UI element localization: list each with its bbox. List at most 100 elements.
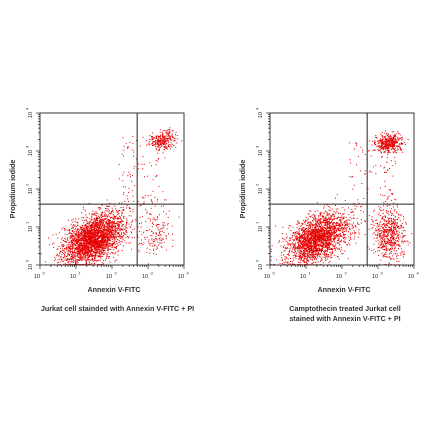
y-tick-label-group: 101: [25, 221, 35, 232]
data-point: [300, 236, 302, 238]
data-point: [93, 212, 95, 214]
data-point: [84, 242, 86, 244]
data-point: [106, 247, 108, 248]
data-point: [338, 236, 340, 238]
data-point: [77, 241, 79, 243]
data-point: [114, 223, 116, 225]
data-point: [107, 255, 108, 257]
data-point: [348, 231, 349, 233]
data-point: [86, 263, 87, 265]
data-point: [87, 236, 89, 238]
data-point: [151, 200, 152, 202]
data-point: [117, 223, 119, 225]
data-point: [303, 230, 305, 232]
data-point: [80, 247, 82, 249]
data-point: [127, 237, 129, 239]
data-point: [118, 235, 120, 237]
data-point: [65, 238, 67, 240]
data-point: [112, 217, 114, 219]
data-point: [120, 229, 122, 230]
data-point: [95, 228, 97, 229]
data-point: [105, 222, 107, 224]
data-point: [77, 251, 79, 253]
data-point: [164, 224, 166, 226]
data-point: [311, 233, 313, 235]
data-point: [162, 135, 164, 137]
data-point: [77, 239, 78, 241]
data-point: [333, 218, 335, 220]
data-point: [143, 203, 145, 205]
data-point: [338, 219, 340, 221]
data-point: [155, 147, 157, 149]
data-point: [110, 243, 112, 245]
data-point: [69, 247, 71, 249]
data-point: [122, 174, 124, 176]
data-point: [88, 246, 90, 248]
data-point: [77, 241, 79, 243]
data-point: [307, 225, 309, 226]
data-point: [290, 243, 291, 245]
data-point: [97, 212, 99, 214]
data-point: [152, 232, 154, 234]
data-point: [305, 238, 307, 240]
data-point: [133, 237, 135, 239]
data-point: [104, 238, 106, 240]
data-point: [270, 256, 272, 258]
data-point: [76, 249, 78, 251]
data-point: [155, 136, 157, 138]
data-point: [83, 228, 85, 230]
data-point: [320, 218, 322, 219]
data-point: [170, 145, 172, 147]
data-point: [111, 207, 113, 209]
data-point: [102, 242, 104, 244]
data-point: [128, 191, 129, 193]
data-point: [152, 137, 154, 139]
data-point: [292, 247, 294, 249]
data-point: [110, 232, 112, 233]
data-point: [101, 229, 103, 231]
data-point: [77, 229, 79, 231]
data-point: [315, 229, 317, 230]
data-point: [100, 222, 102, 224]
data-point: [60, 256, 62, 258]
data-point: [58, 255, 60, 257]
data-point: [115, 226, 117, 228]
data-point: [172, 136, 174, 138]
data-point: [87, 235, 88, 237]
data-point: [151, 143, 153, 145]
data-point: [166, 146, 168, 148]
data-point: [284, 259, 286, 261]
data-point: [112, 229, 114, 231]
data-point: [111, 229, 113, 231]
data-point: [319, 253, 321, 255]
data-point: [165, 235, 167, 237]
y-tick-label-group: 100: [25, 259, 35, 270]
data-point: [99, 207, 101, 208]
data-point: [82, 248, 84, 250]
data-point: [86, 233, 88, 235]
data-point: [142, 156, 144, 157]
data-point: [301, 251, 303, 253]
data-point: [302, 260, 304, 262]
data-point: [107, 225, 109, 227]
data-point: [319, 240, 321, 242]
data-point: [327, 255, 329, 257]
data-point: [283, 244, 285, 246]
data-point: [121, 214, 123, 216]
data-point: [319, 233, 321, 234]
data-point: [327, 236, 329, 238]
data-point: [94, 231, 96, 233]
data-point: [72, 248, 73, 250]
data-point: [328, 226, 330, 228]
data-point: [96, 215, 98, 217]
data-point: [86, 252, 88, 254]
data-point: [107, 245, 109, 247]
data-point: [341, 253, 343, 255]
data-point: [344, 209, 346, 211]
data-point: [161, 133, 163, 135]
data-point: [332, 224, 334, 226]
data-point: [166, 137, 168, 139]
data-point: [334, 247, 336, 249]
data-point: [85, 223, 86, 225]
data-point: [92, 231, 94, 233]
